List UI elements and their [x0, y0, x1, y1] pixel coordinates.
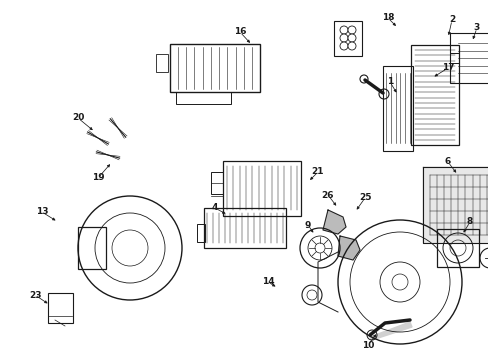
Text: 3: 3 — [473, 23, 479, 32]
Bar — [170, 44, 260, 92]
Text: 4: 4 — [211, 203, 218, 212]
Text: 6: 6 — [444, 158, 450, 166]
Bar — [156, 54, 168, 72]
Polygon shape — [422, 167, 488, 243]
Text: 19: 19 — [92, 174, 104, 183]
Text: 8: 8 — [466, 217, 472, 226]
Text: 10: 10 — [361, 341, 373, 350]
Circle shape — [347, 34, 355, 42]
Text: 21: 21 — [311, 167, 324, 176]
Circle shape — [339, 34, 347, 42]
Bar — [78, 227, 106, 269]
Bar — [410, 45, 458, 145]
Bar — [210, 172, 223, 194]
Text: 14: 14 — [261, 278, 274, 287]
Bar — [197, 224, 204, 242]
Text: 13: 13 — [36, 207, 48, 216]
Text: 9: 9 — [304, 220, 310, 230]
Text: 23: 23 — [29, 291, 41, 300]
Bar — [333, 21, 361, 55]
Polygon shape — [323, 210, 346, 234]
Bar — [382, 66, 412, 150]
Bar — [223, 161, 301, 216]
Text: 17: 17 — [441, 63, 453, 72]
Text: 2: 2 — [448, 15, 454, 24]
Text: 26: 26 — [321, 190, 334, 199]
Bar — [175, 92, 230, 104]
Polygon shape — [337, 236, 359, 260]
Circle shape — [347, 26, 355, 34]
Text: 1: 1 — [386, 77, 392, 86]
Bar — [449, 33, 488, 83]
Circle shape — [339, 42, 347, 50]
Circle shape — [347, 42, 355, 50]
Text: 25: 25 — [358, 194, 370, 202]
Circle shape — [339, 26, 347, 34]
Text: 16: 16 — [233, 27, 246, 36]
Bar — [203, 208, 285, 248]
Bar — [436, 229, 478, 267]
Text: 18: 18 — [381, 13, 393, 22]
Polygon shape — [369, 322, 411, 340]
Bar — [47, 293, 72, 323]
Text: 20: 20 — [72, 113, 84, 122]
